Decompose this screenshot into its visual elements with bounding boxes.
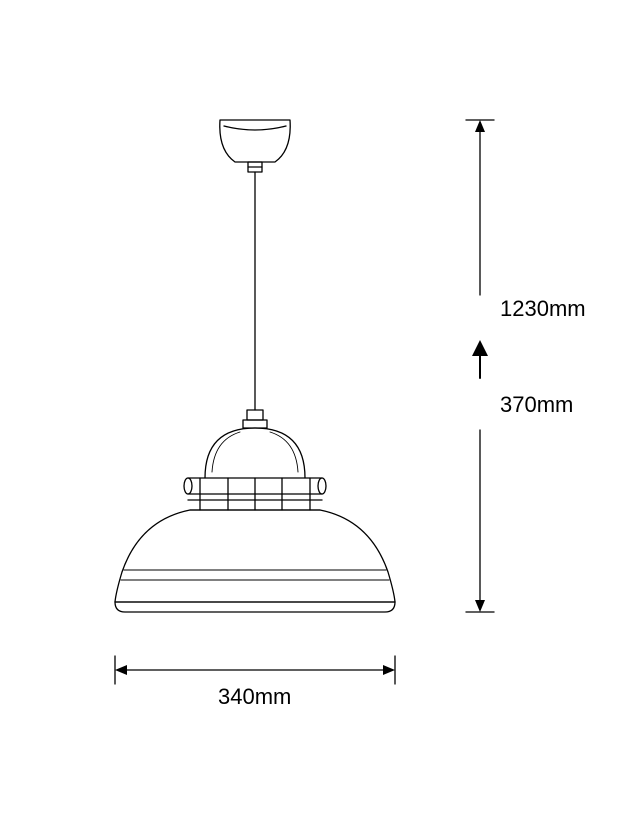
diagram-canvas: 340mm 1230mm 370mm <box>0 0 620 827</box>
width-dimension <box>115 656 395 684</box>
height-max-label: 1230mm <box>500 296 586 322</box>
canopy-rim <box>224 126 286 130</box>
height-min-label: 370mm <box>500 392 573 418</box>
width-label: 340mm <box>218 684 291 710</box>
strain-relief <box>247 410 263 420</box>
dome-outline <box>205 428 305 478</box>
height-dimension <box>466 120 494 612</box>
canopy-outline <box>220 120 290 162</box>
shade-rim-lower <box>115 602 395 612</box>
socket-collar <box>243 420 267 428</box>
shade-outline <box>115 510 395 602</box>
